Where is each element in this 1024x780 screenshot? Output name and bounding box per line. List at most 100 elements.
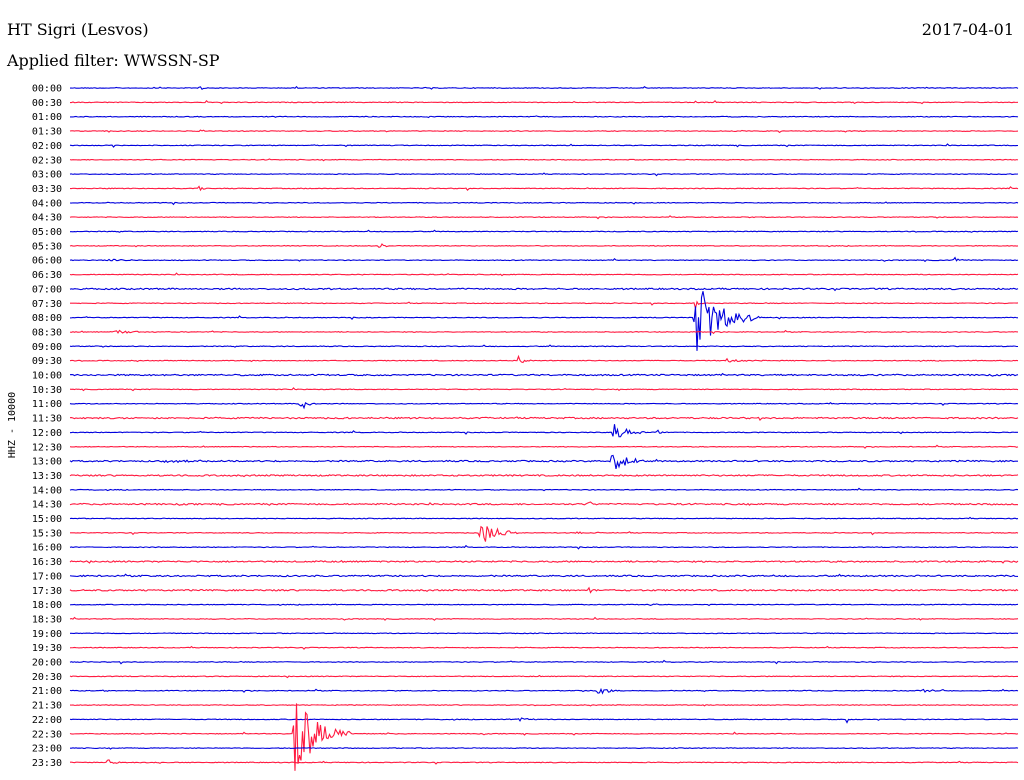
trace-row-0930 bbox=[69, 354, 1019, 364]
time-tick-label: 04:00 bbox=[32, 198, 62, 209]
time-tick-label: 18:30 bbox=[32, 614, 62, 625]
seismic-traces bbox=[69, 85, 1019, 771]
time-tick-label: 15:00 bbox=[32, 514, 62, 525]
tick-labels: 00:00 00:30 01:00 01:30 02:00 02:30 03:00 03:30… bbox=[32, 84, 62, 769]
time-tick-label: 01:00 bbox=[32, 112, 62, 123]
time-tick-label: 07:30 bbox=[32, 299, 62, 310]
time-tick-label: 13:00 bbox=[32, 457, 62, 468]
time-tick-label: 21:00 bbox=[32, 686, 62, 697]
time-tick-label: 22:30 bbox=[32, 729, 62, 740]
trace-row-2100 bbox=[69, 687, 1019, 695]
trace-row-1300 bbox=[69, 454, 1019, 470]
trace-row-2330 bbox=[69, 759, 1019, 765]
time-tick-label: 00:30 bbox=[32, 98, 62, 109]
trace-row-0200 bbox=[69, 143, 1019, 148]
time-tick-label: 09:30 bbox=[32, 356, 62, 367]
time-tick-label: 17:00 bbox=[32, 571, 62, 582]
station-title: HT Sigri (Lesvos) bbox=[7, 20, 149, 39]
trace-row-1730 bbox=[69, 586, 1019, 594]
time-tick-label: 20:30 bbox=[32, 672, 62, 683]
trace-row-1800 bbox=[69, 603, 1019, 607]
trace-row-0800 bbox=[69, 291, 1019, 351]
time-tick-label: 16:30 bbox=[32, 557, 62, 568]
trace-row-2030 bbox=[69, 674, 1019, 679]
trace-row-0330 bbox=[69, 185, 1019, 192]
trace-row-0700 bbox=[69, 287, 1019, 292]
trace-row-0830 bbox=[69, 329, 1019, 335]
trace-row-1600 bbox=[69, 544, 1019, 550]
time-tick-label: 19:30 bbox=[32, 643, 62, 654]
time-tick-label: 08:30 bbox=[32, 327, 62, 338]
trace-row-2300 bbox=[69, 747, 1019, 750]
time-tick-label: 22:00 bbox=[32, 715, 62, 726]
time-tick-label: 14:00 bbox=[32, 485, 62, 496]
trace-row-2000 bbox=[69, 659, 1019, 665]
time-tick-label: 01:30 bbox=[32, 127, 62, 138]
trace-row-0100 bbox=[69, 115, 1019, 119]
time-tick-label: 10:00 bbox=[32, 371, 62, 382]
trace-row-2200 bbox=[69, 717, 1019, 724]
time-tick-label: 12:00 bbox=[32, 428, 62, 439]
trace-row-1930 bbox=[69, 645, 1019, 650]
time-tick-label: 06:00 bbox=[32, 256, 62, 267]
time-tick-label: 03:30 bbox=[32, 184, 62, 195]
time-tick-label: 16:00 bbox=[32, 543, 62, 554]
trace-row-1130 bbox=[69, 416, 1019, 421]
time-tick-label: 23:00 bbox=[32, 744, 62, 755]
time-tick-label: 07:00 bbox=[32, 284, 62, 295]
trace-row-0300 bbox=[69, 172, 1019, 177]
trace-row-0400 bbox=[69, 201, 1019, 206]
time-tick-label: 00:00 bbox=[32, 84, 62, 95]
trace-row-1230 bbox=[69, 444, 1019, 449]
time-tick-label: 05:30 bbox=[32, 241, 62, 252]
trace-row-1530 bbox=[69, 525, 1019, 542]
trace-row-0630 bbox=[69, 272, 1019, 277]
time-tick-label: 03:00 bbox=[32, 170, 62, 181]
trace-row-1330 bbox=[69, 474, 1019, 478]
time-tick-label: 19:00 bbox=[32, 629, 62, 640]
trace-row-1630 bbox=[69, 559, 1019, 564]
trace-row-1900 bbox=[69, 632, 1019, 635]
record-date: 2017-04-01 bbox=[921, 20, 1014, 39]
time-tick-label: 02:30 bbox=[32, 155, 62, 166]
time-tick-label: 11:30 bbox=[32, 414, 62, 425]
time-tick-label: 05:00 bbox=[32, 227, 62, 238]
time-tick-label: 13:30 bbox=[32, 471, 62, 482]
time-tick-label: 11:00 bbox=[32, 399, 62, 410]
time-tick-label: 12:30 bbox=[32, 442, 62, 453]
trace-row-0030 bbox=[69, 100, 1019, 105]
trace-row-0000 bbox=[69, 85, 1019, 90]
time-tick-label: 06:30 bbox=[32, 270, 62, 281]
trace-row-1030 bbox=[69, 387, 1019, 392]
trace-row-2230 bbox=[69, 703, 1019, 771]
trace-row-1830 bbox=[69, 616, 1019, 621]
trace-row-0900 bbox=[69, 344, 1019, 348]
trace-row-0730 bbox=[69, 300, 1019, 309]
time-tick-label: 14:30 bbox=[32, 500, 62, 511]
time-tick-label: 23:30 bbox=[32, 758, 62, 769]
time-tick-label: 15:30 bbox=[32, 528, 62, 539]
time-tick-label: 09:00 bbox=[32, 342, 62, 353]
trace-row-0500 bbox=[69, 229, 1019, 233]
time-tick-label: 08:00 bbox=[32, 313, 62, 324]
filter-label: Applied filter: WWSSN-SP bbox=[7, 51, 220, 70]
time-tick-label: 10:30 bbox=[32, 385, 62, 396]
trace-row-0530 bbox=[69, 243, 1019, 249]
trace-row-1100 bbox=[69, 401, 1019, 410]
time-tick-label: 20:00 bbox=[32, 658, 62, 669]
trace-row-1400 bbox=[69, 487, 1019, 492]
trace-row-1000 bbox=[69, 372, 1019, 377]
y-axis-label: HHZ - 10000 bbox=[7, 392, 18, 458]
time-tick-label: 17:30 bbox=[32, 586, 62, 597]
trace-row-0230 bbox=[69, 158, 1019, 162]
trace-row-1700 bbox=[69, 573, 1019, 578]
time-tick-label: 02:00 bbox=[32, 141, 62, 152]
trace-row-1200 bbox=[69, 424, 1019, 438]
trace-row-1430 bbox=[69, 501, 1019, 507]
time-tick-label: 21:30 bbox=[32, 701, 62, 712]
time-tick-label: 18:00 bbox=[32, 600, 62, 611]
trace-row-1500 bbox=[69, 516, 1019, 520]
time-tick-label: 04:30 bbox=[32, 213, 62, 224]
trace-row-0430 bbox=[69, 215, 1019, 220]
